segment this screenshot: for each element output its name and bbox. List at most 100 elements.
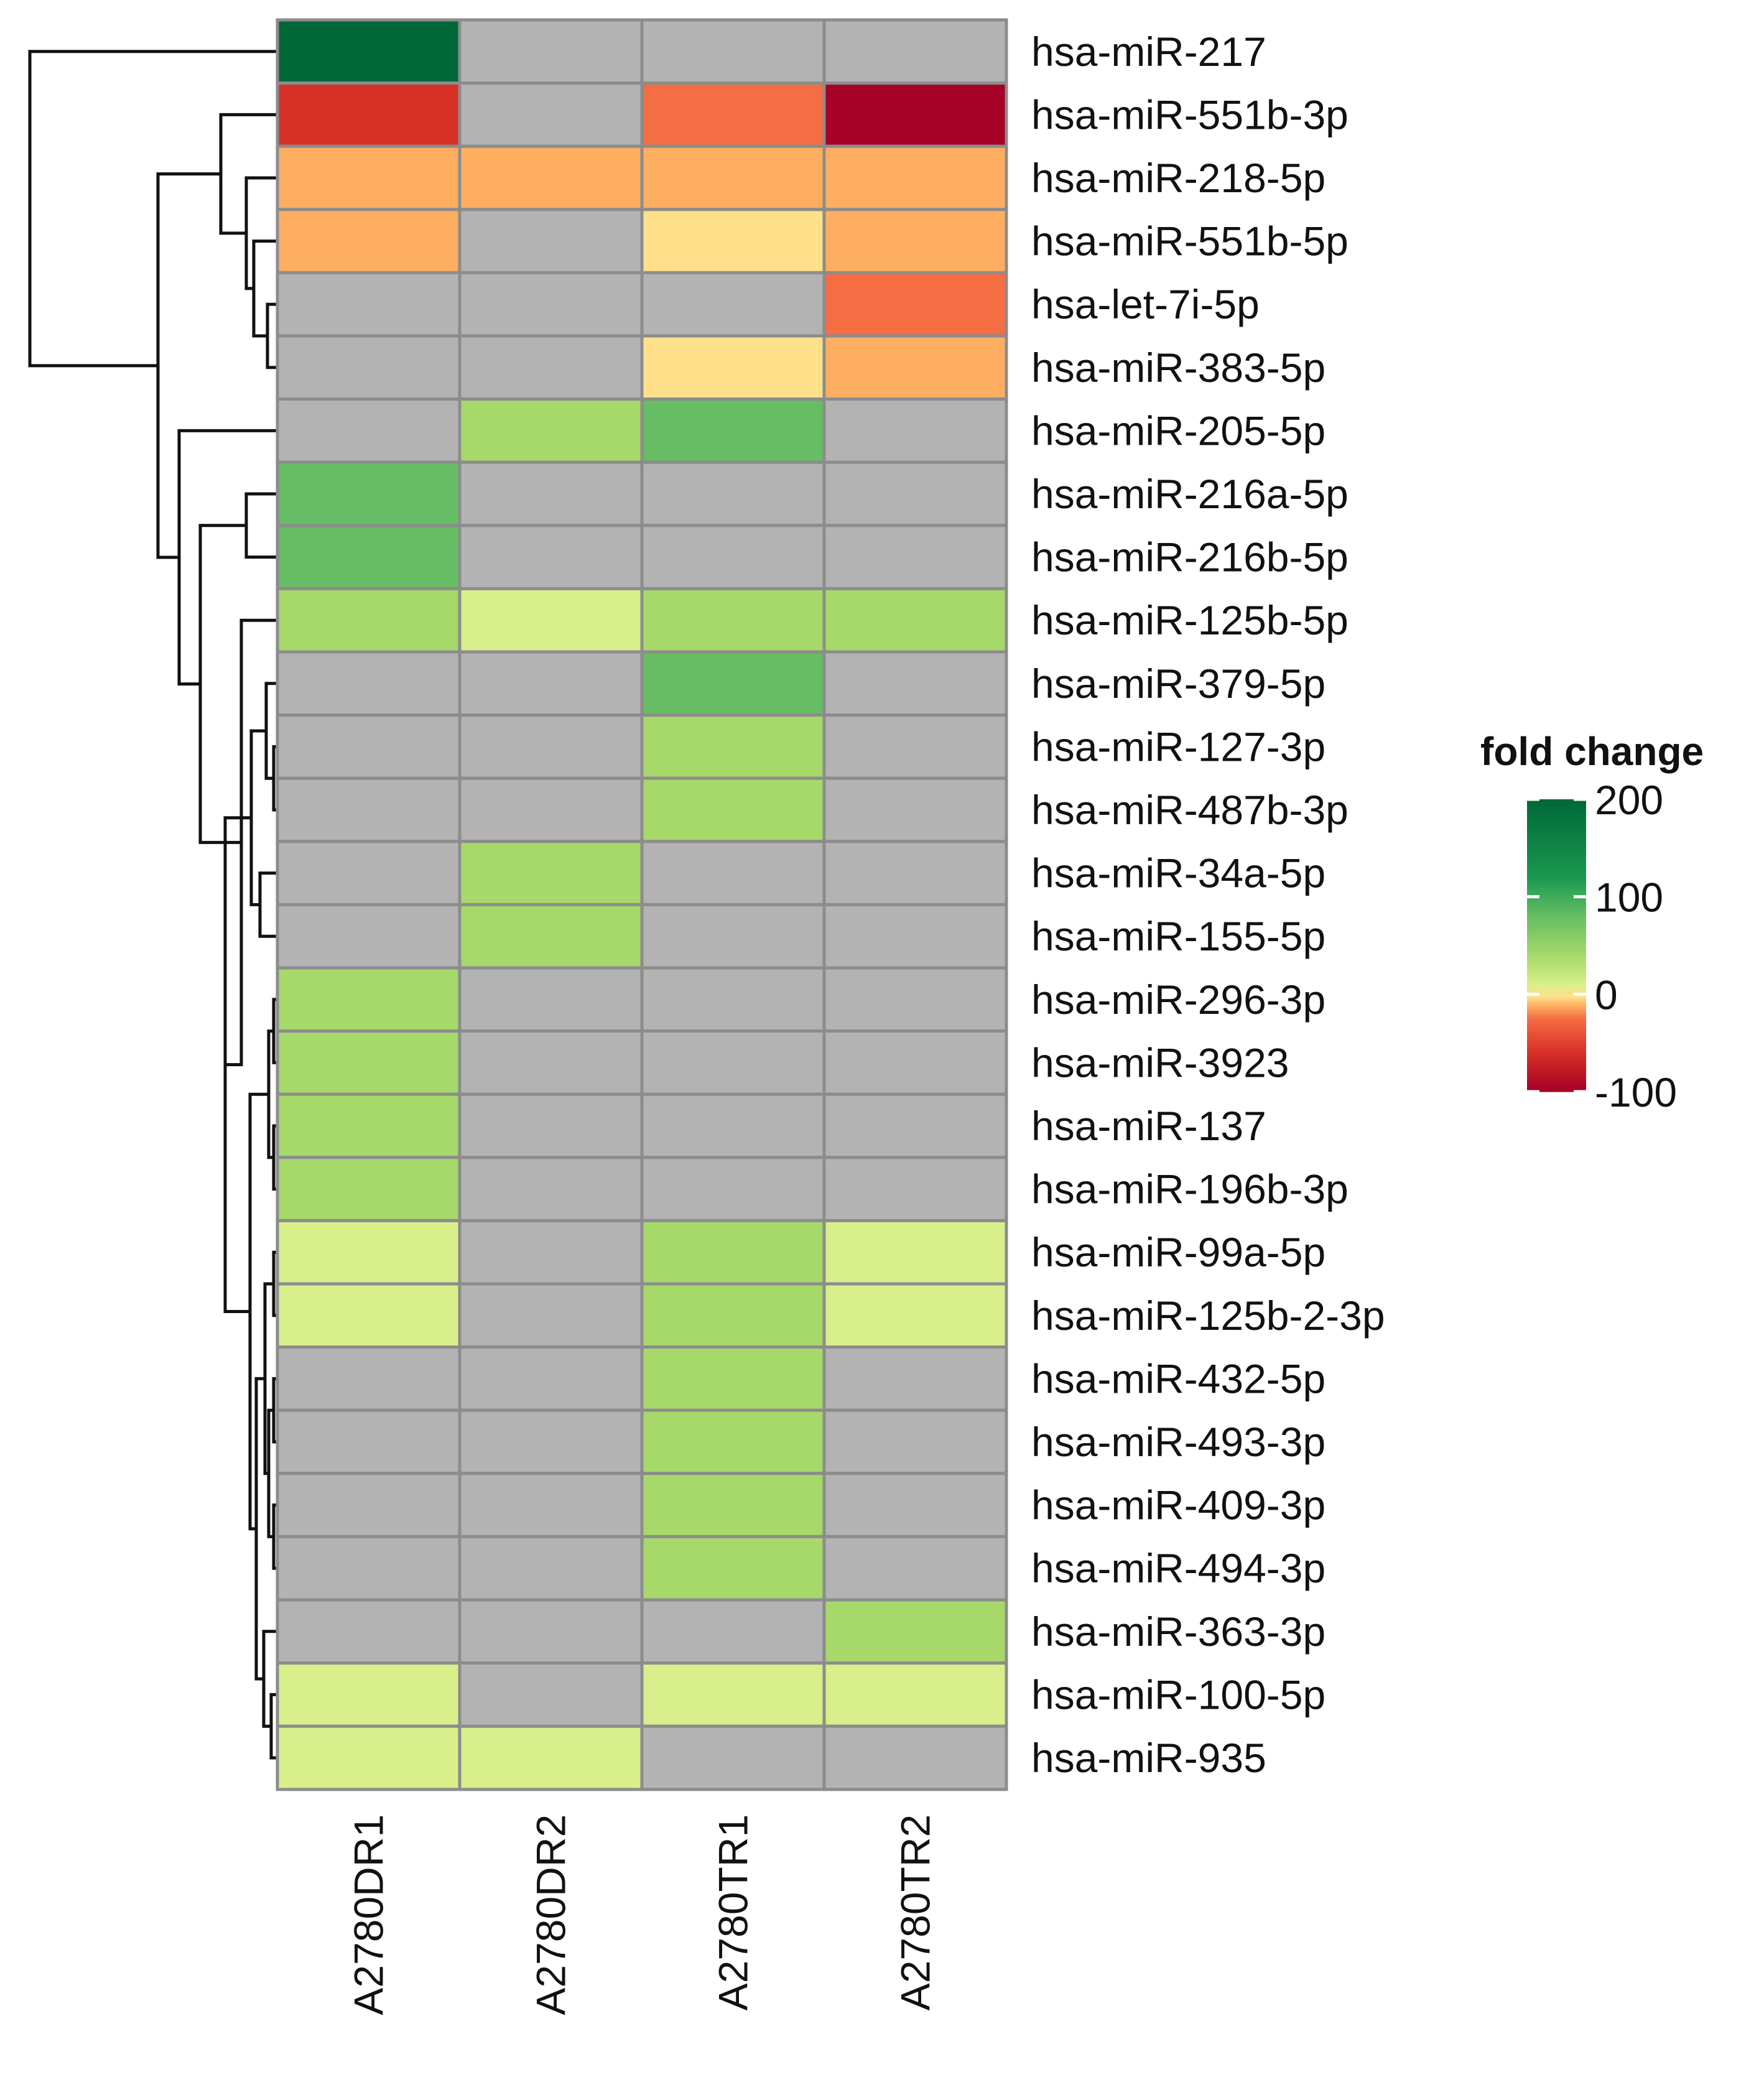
legend-color-step [1527, 903, 1586, 905]
heatmap-cell [640, 18, 826, 85]
legend-color-step [1527, 1025, 1586, 1027]
legend-color-step [1527, 936, 1586, 937]
legend-color-step [1527, 1035, 1586, 1037]
legend-color-step [1527, 871, 1586, 873]
legend-color-step [1527, 939, 1586, 940]
heatmap-cell [458, 208, 644, 274]
legend-color-step [1527, 909, 1586, 911]
legend-color-step [1527, 920, 1586, 922]
legend-color-step [1527, 1013, 1586, 1015]
legend-color-step [1527, 988, 1586, 990]
legend-color-step [1527, 1016, 1586, 1018]
legend-color-step [1527, 970, 1586, 972]
heatmap-cell [458, 1282, 644, 1349]
legend-title: fold change [1480, 729, 1704, 774]
legend-color-step [1527, 1082, 1586, 1085]
legend-color-step [1527, 831, 1586, 833]
legend-color-step [1527, 939, 1586, 941]
legend-color-step [1527, 827, 1586, 829]
legend-color-step [1527, 1010, 1586, 1013]
legend-color-step [1527, 917, 1586, 919]
row-label: hsa-miR-125b-5p [1031, 597, 1349, 643]
heatmap-cell [822, 1345, 1008, 1412]
heatmap-cell [276, 144, 462, 211]
legend-color-step [1527, 955, 1586, 957]
legend-color-step [1527, 963, 1586, 965]
heatmap-cell [458, 966, 644, 1033]
heatmap-cell [276, 1598, 462, 1665]
legend-color-step [1527, 1059, 1586, 1061]
legend-color-step [1527, 870, 1586, 872]
legend-color-step [1527, 872, 1586, 874]
dendrogram-branch [252, 239, 277, 338]
legend-color-step [1527, 967, 1586, 968]
heatmap-cell [640, 208, 826, 274]
legend-color-step [1527, 949, 1586, 951]
legend-color-step [1527, 913, 1586, 915]
legend-color-bar [1527, 799, 1586, 1092]
legend-color-step [1527, 1064, 1586, 1066]
legend-color-step [1527, 805, 1586, 807]
legend-color-step [1527, 834, 1586, 836]
legend-color-step [1527, 1073, 1586, 1075]
heatmap-cell [458, 713, 644, 780]
column-labels: A2780DR1 A2780DR2 A2780TR1 A2780TR2 [346, 1814, 939, 2015]
legend-color-step [1527, 863, 1586, 865]
row-label: hsa-miR-100-5p [1031, 1671, 1325, 1717]
legend-color-step [1527, 1010, 1586, 1011]
legend-color-step [1527, 1085, 1586, 1087]
legend-color-step [1527, 1006, 1586, 1008]
heatmap-cell [276, 1092, 462, 1159]
heatmap-cell [640, 776, 826, 843]
heatmap-cell [276, 1408, 462, 1475]
legend-color-step [1527, 977, 1586, 978]
dendrogram-branch [244, 492, 277, 559]
legend-color-step [1527, 932, 1586, 934]
heatmap-cell [458, 1029, 644, 1096]
legend-color-step [1527, 950, 1586, 952]
legend-color-step [1527, 954, 1586, 956]
legend-color-step [1527, 1033, 1586, 1035]
legend-color-step [1527, 906, 1586, 908]
legend-color-step [1527, 994, 1586, 996]
legend-tick-label: -100 [1595, 1069, 1677, 1115]
legend-color-step [1527, 1015, 1586, 1017]
legend-color-step [1527, 858, 1586, 860]
heatmap-cell [640, 840, 826, 906]
legend-color-step [1527, 1024, 1586, 1026]
legend-color-step [1527, 927, 1586, 929]
legend-color-step [1527, 961, 1586, 963]
column-label: A2780TR1 [710, 1814, 756, 2011]
heatmap-cell [822, 144, 1008, 211]
heatmap-cell [822, 271, 1008, 338]
heatmap-cell [276, 966, 462, 1033]
row-label: hsa-miR-296-3p [1031, 977, 1325, 1023]
heatmap-cell [822, 1535, 1008, 1602]
legend-color-step [1527, 1058, 1586, 1060]
row-label: hsa-miR-935 [1031, 1735, 1266, 1781]
legend-color-step [1527, 898, 1586, 899]
legend-color-step [1527, 910, 1586, 912]
heatmap-cell [458, 776, 644, 843]
legend-color-step [1527, 990, 1586, 992]
legend-color-step [1527, 893, 1586, 894]
heatmap-cell [640, 1092, 826, 1159]
legend-color-step [1527, 1044, 1586, 1046]
legend-color-step [1527, 884, 1586, 886]
heatmap-cell [458, 1535, 644, 1602]
legend-color-step [1527, 1023, 1586, 1025]
legend-color-step [1527, 982, 1586, 984]
legend-color-step [1527, 825, 1586, 827]
legend-color-step [1527, 1089, 1586, 1092]
legend-color-step [1527, 1068, 1586, 1070]
heatmap-cell [458, 1472, 644, 1538]
legend-color-step [1527, 1082, 1586, 1084]
heatmap-cell [822, 840, 1008, 906]
heatmap-cell [276, 1535, 462, 1602]
heatmap-cell [276, 1661, 462, 1728]
legend-color-step [1527, 918, 1586, 920]
legend-color-step [1527, 903, 1586, 904]
heatmap-cell [458, 587, 644, 654]
heatmap-cell [640, 587, 826, 654]
